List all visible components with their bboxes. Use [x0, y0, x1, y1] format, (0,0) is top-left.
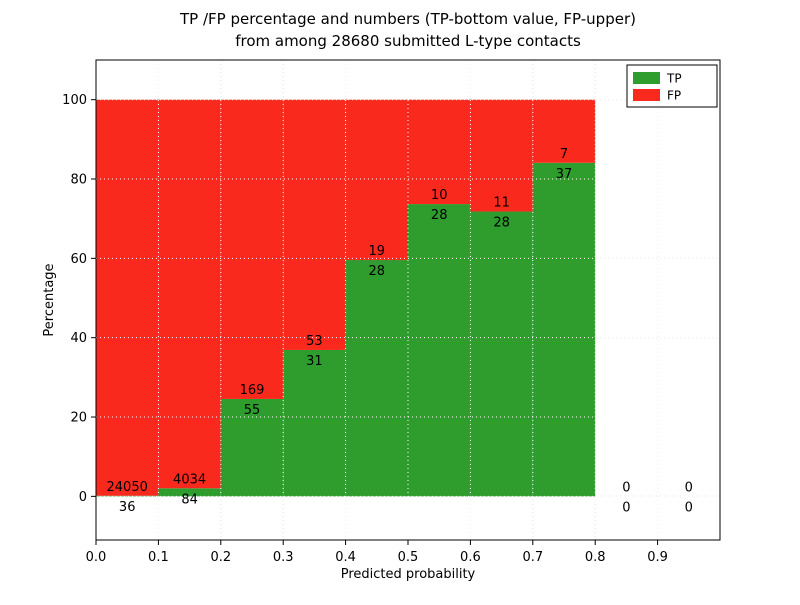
x-tick-label: 0.2	[210, 550, 231, 565]
bar-tp	[532, 162, 596, 497]
fp-count-label: 7	[560, 147, 568, 162]
bar-tp	[408, 204, 471, 497]
tp-count-label: 55	[244, 403, 261, 418]
y-tick-label: 80	[70, 173, 87, 188]
y-tick-label: 0	[79, 490, 87, 505]
fp-count-label: 24050	[107, 480, 148, 495]
x-tick-label: 0.1	[148, 550, 169, 565]
fp-count-label: 0	[622, 480, 630, 495]
x-tick-label: 0.9	[647, 550, 668, 565]
tp-count-label: 36	[119, 500, 136, 515]
bar-fp	[220, 99, 284, 399]
tp-count-label: 0	[622, 500, 630, 515]
bar-tp	[220, 398, 284, 497]
chart-title-line2: from among 28680 submitted L-type contac…	[235, 32, 581, 50]
x-tick-label: 0.0	[86, 550, 107, 565]
tp-count-label: 28	[431, 208, 448, 223]
fp-count-label: 10	[431, 188, 448, 203]
tp-count-label: 31	[306, 354, 323, 369]
y-tick-label: 100	[62, 93, 87, 108]
tp-count-label: 84	[181, 492, 198, 507]
bar-tp	[345, 260, 408, 497]
x-tick-label: 0.3	[273, 550, 294, 565]
y-tick-label: 40	[70, 331, 87, 346]
bar-tp	[283, 349, 346, 497]
bar-fp	[470, 99, 533, 212]
x-axis-label: Predicted probability	[341, 567, 476, 582]
x-tick-label: 0.8	[585, 550, 606, 565]
y-tick-label: 20	[70, 411, 87, 426]
y-tick-label: 60	[70, 252, 87, 267]
tp-count-label: 37	[556, 167, 573, 182]
chart-title-line1: TP /FP percentage and numbers (TP-bottom…	[179, 10, 636, 28]
y-axis-label: Percentage	[42, 263, 57, 336]
fp-count-label: 169	[240, 383, 265, 398]
fp-count-label: 11	[493, 196, 510, 211]
bar-fp	[283, 99, 346, 350]
bar-fp	[408, 99, 471, 205]
plot-area: 24050 36 4034 84 169 55 53 31 19 28 10 28 11 28 7 37 0 0 0…	[62, 59, 721, 565]
fp-count-label: 19	[369, 244, 386, 259]
legend-swatch-tp	[633, 72, 660, 84]
legend-swatch-fp	[633, 89, 660, 101]
tp-count-label: 28	[369, 264, 386, 279]
fp-count-label: 0	[685, 480, 693, 495]
x-tick-label: 0.7	[522, 550, 543, 565]
legend-label-tp: TP	[666, 72, 682, 86]
bar-fp	[158, 99, 221, 489]
bar-tp	[470, 211, 533, 497]
legend-label-fp: FP	[667, 89, 681, 103]
bar-fp	[96, 99, 159, 496]
x-tick-label: 0.6	[460, 550, 481, 565]
bar-fp	[532, 99, 596, 163]
x-tick-label: 0.5	[398, 550, 419, 565]
bar-tp	[158, 488, 221, 497]
tp-count-label: 28	[493, 216, 510, 231]
fp-count-label: 4034	[173, 472, 206, 487]
bar-tp	[96, 495, 159, 497]
fp-count-label: 53	[306, 334, 323, 349]
x-tick-label: 0.4	[335, 550, 356, 565]
bar-fp	[345, 99, 408, 261]
tp-count-label: 0	[685, 500, 693, 515]
